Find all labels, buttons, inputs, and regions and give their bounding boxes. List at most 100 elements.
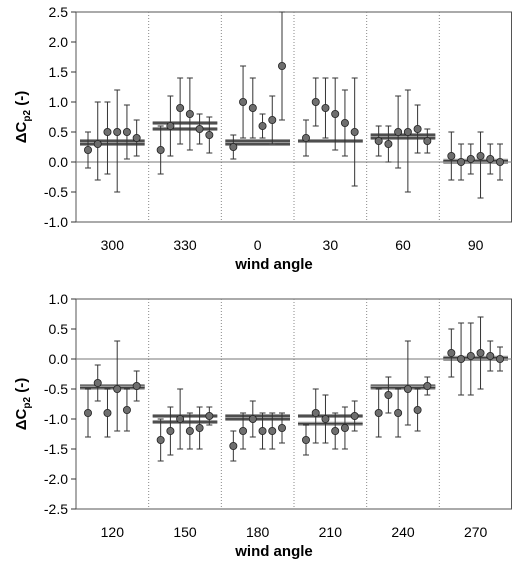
data-point bbox=[447, 151, 456, 160]
data-point bbox=[258, 122, 267, 131]
data-point bbox=[495, 354, 504, 363]
x-tick-label: 0 bbox=[254, 237, 262, 253]
data-point bbox=[374, 136, 383, 145]
data-point bbox=[122, 127, 131, 136]
x-tick-label: 150 bbox=[173, 524, 197, 540]
data-point bbox=[277, 62, 286, 71]
x-tick-label: 180 bbox=[246, 524, 270, 540]
data-point bbox=[301, 133, 310, 142]
data-point bbox=[132, 133, 141, 142]
y-tick-label: -2.5 bbox=[44, 501, 68, 517]
chart-panel-2: 1.0 0.5 0.0 -0.5 -1.0 -1.5 -2.0 -2.5 ΔCp2 (-) 120… bbox=[13, 291, 512, 560]
wind-angle-group-270: 270 bbox=[443, 316, 508, 540]
data-point bbox=[384, 139, 393, 148]
x-tick-label: 330 bbox=[173, 237, 197, 253]
data-point bbox=[156, 435, 165, 444]
y-tick-label: -1.0 bbox=[44, 214, 68, 230]
data-point bbox=[457, 354, 466, 363]
y-axis-label: ΔCp2 (-) bbox=[13, 378, 33, 430]
y-tick-label: 0.5 bbox=[49, 124, 69, 140]
x-tick-label: 300 bbox=[101, 237, 125, 253]
data-point bbox=[195, 125, 204, 134]
data-point bbox=[413, 125, 422, 134]
y-axis-label-main: ΔC bbox=[13, 408, 30, 430]
x-axis-label: wind angle bbox=[234, 543, 313, 560]
data-point bbox=[93, 139, 102, 148]
y-axis-label-main: ΔC bbox=[13, 121, 30, 143]
data-point bbox=[103, 127, 112, 136]
data-point bbox=[374, 408, 383, 417]
x-tick-label: 120 bbox=[101, 524, 125, 540]
data-point bbox=[301, 435, 310, 444]
data-point bbox=[229, 441, 238, 450]
x-tick-label: 270 bbox=[464, 524, 488, 540]
data-point bbox=[486, 351, 495, 360]
data-point bbox=[229, 142, 238, 151]
data-point bbox=[103, 408, 112, 417]
data-point bbox=[321, 414, 330, 423]
wind-angle-group-120: 120 bbox=[80, 340, 145, 540]
y-axis-label: ΔCp2 (-) bbox=[13, 91, 33, 143]
data-point bbox=[205, 411, 214, 420]
data-point bbox=[321, 104, 330, 113]
y-axis-label-unit: (-) bbox=[13, 378, 30, 397]
data-point bbox=[185, 426, 194, 435]
x-tick-label: 90 bbox=[468, 237, 484, 253]
y-tick-label: -1.0 bbox=[44, 411, 68, 427]
data-point bbox=[122, 405, 131, 414]
data-point bbox=[84, 145, 93, 154]
data-point bbox=[132, 381, 141, 390]
data-point bbox=[476, 348, 485, 357]
data-point bbox=[331, 110, 340, 119]
y-axis-label-unit: (-) bbox=[13, 91, 30, 110]
data-point bbox=[331, 426, 340, 435]
data-point bbox=[350, 127, 359, 136]
y-tick-label: -2.0 bbox=[44, 471, 68, 487]
data-point bbox=[239, 426, 248, 435]
wind-angle-group-300: 300 bbox=[80, 89, 145, 253]
data-point bbox=[311, 408, 320, 417]
y-axis-label-sub: p2 bbox=[22, 109, 33, 121]
data-point bbox=[156, 145, 165, 154]
x-tick-label: 210 bbox=[319, 524, 343, 540]
data-point bbox=[113, 127, 122, 136]
data-point bbox=[394, 127, 403, 136]
data-point bbox=[457, 157, 466, 166]
wind-angle-group-150: 150 bbox=[152, 388, 218, 540]
y-tick-label: 0.0 bbox=[49, 154, 69, 170]
data-point bbox=[93, 378, 102, 387]
data-point bbox=[476, 151, 485, 160]
wind-angle-group-60: 60 bbox=[370, 89, 436, 253]
y-tick-label: 2.0 bbox=[49, 34, 69, 50]
data-point bbox=[258, 426, 267, 435]
data-point bbox=[176, 414, 185, 423]
data-point bbox=[350, 411, 359, 420]
data-point bbox=[423, 136, 432, 145]
data-point bbox=[340, 119, 349, 128]
x-tick-label: 30 bbox=[323, 237, 339, 253]
y-tick-label: 1.0 bbox=[49, 291, 69, 307]
wind-angle-group-330: 330 bbox=[152, 77, 218, 253]
data-point bbox=[268, 116, 277, 125]
data-point bbox=[340, 423, 349, 432]
data-point bbox=[239, 98, 248, 107]
data-point bbox=[384, 390, 393, 399]
data-point bbox=[486, 154, 495, 163]
wind-angle-group-210: 210 bbox=[298, 388, 363, 540]
data-point bbox=[447, 348, 456, 357]
data-point bbox=[185, 110, 194, 119]
data-point bbox=[248, 104, 257, 113]
data-point bbox=[403, 127, 412, 136]
wind-angle-group-240: 240 bbox=[370, 340, 436, 540]
y-tick-label: -0.5 bbox=[44, 381, 68, 397]
data-point bbox=[205, 130, 214, 139]
wind-angle-group-30: 30 bbox=[298, 77, 363, 253]
data-point bbox=[166, 122, 175, 131]
data-point bbox=[277, 423, 286, 432]
data-point bbox=[84, 408, 93, 417]
data-point bbox=[113, 384, 122, 393]
x-axis-label: wind angle bbox=[234, 256, 313, 273]
y-tick-label: -0.5 bbox=[44, 184, 68, 200]
